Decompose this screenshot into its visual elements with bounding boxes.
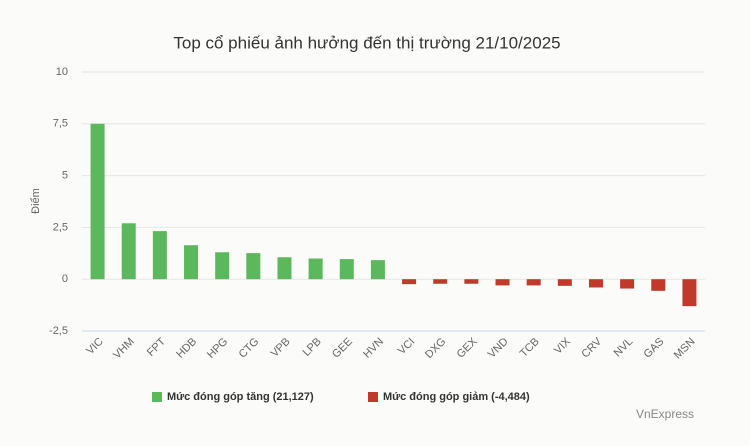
legend-label: Mức đóng góp giảm (-4,484) [383, 391, 530, 403]
x-tick-label: FPT [145, 335, 168, 358]
y-tick-label: 10 [56, 66, 68, 78]
bar [277, 257, 292, 280]
legend-label: Mức đóng góp tăng (21,127) [167, 391, 314, 403]
x-tick-label: HVN [361, 336, 386, 361]
x-tick-label: NVL [612, 336, 636, 360]
bar [682, 279, 697, 307]
bar [557, 279, 572, 286]
bar [152, 231, 167, 280]
x-tick-label: HPG [205, 336, 230, 361]
x-tick-label: LPB [301, 336, 324, 359]
bar [370, 260, 385, 280]
bar [651, 279, 666, 291]
y-tick-label: 5 [62, 170, 68, 182]
x-tick-label: GAS [642, 336, 667, 361]
y-tick-label: 7,5 [53, 118, 68, 130]
x-tick-label: VPB [269, 336, 293, 360]
legend-swatch [368, 392, 378, 402]
bar [402, 279, 417, 285]
bar [464, 279, 479, 284]
x-tick-label: VHM [111, 336, 137, 362]
bar [90, 123, 105, 280]
legend-swatch [152, 392, 162, 402]
bar [588, 279, 603, 288]
x-tick-label: VIC [84, 336, 105, 357]
x-tick-label: VIX [552, 335, 573, 356]
x-tick-label: CRV [579, 335, 604, 360]
x-tick-label: VCI [396, 336, 417, 357]
bar [526, 279, 541, 286]
bar [495, 279, 510, 286]
y-tick-label: 2,5 [53, 221, 68, 233]
x-tick-label: CTG [237, 336, 262, 361]
x-tick-label: DXG [423, 336, 448, 361]
x-tick-label: HDB [174, 336, 199, 361]
y-tick-label: 0 [62, 273, 68, 285]
bar [339, 259, 354, 280]
source: VnExpress [636, 407, 694, 421]
bar [121, 223, 136, 280]
bar [215, 252, 230, 280]
bar [433, 279, 448, 284]
bar [184, 245, 199, 280]
x-tick-label: VND [486, 336, 511, 361]
bar [620, 279, 635, 289]
x-tick-label: GEE [330, 336, 355, 361]
x-tick-label: MSN [672, 336, 698, 362]
bar [246, 253, 261, 280]
y-tick-label: -2,5 [49, 325, 68, 337]
bar [308, 258, 323, 280]
x-tick-label: GEX [455, 335, 480, 360]
x-tick-label: TCB [518, 336, 542, 360]
y-axis-label: Điểm [30, 188, 42, 214]
chart-title: Top cổ phiếu ảnh hưởng đến thị trường 21… [173, 33, 560, 52]
